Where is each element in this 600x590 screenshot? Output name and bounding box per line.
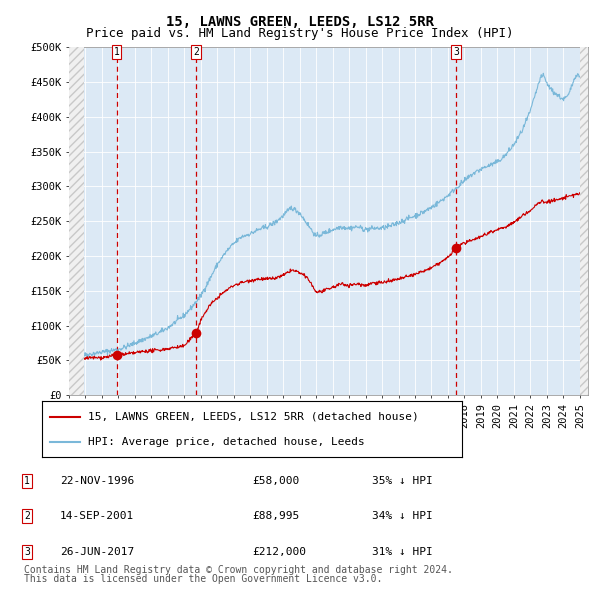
Text: £88,995: £88,995 <box>252 512 299 521</box>
Text: £58,000: £58,000 <box>252 476 299 486</box>
Text: 14-SEP-2001: 14-SEP-2001 <box>60 512 134 521</box>
Text: 15, LAWNS GREEN, LEEDS, LS12 5RR (detached house): 15, LAWNS GREEN, LEEDS, LS12 5RR (detach… <box>88 412 419 422</box>
Text: 1: 1 <box>24 476 30 486</box>
Text: 15, LAWNS GREEN, LEEDS, LS12 5RR: 15, LAWNS GREEN, LEEDS, LS12 5RR <box>166 15 434 29</box>
Text: HPI: Average price, detached house, Leeds: HPI: Average price, detached house, Leed… <box>88 437 365 447</box>
Text: 3: 3 <box>24 547 30 556</box>
Bar <box>580 47 588 395</box>
Text: 31% ↓ HPI: 31% ↓ HPI <box>372 547 433 556</box>
Text: 26-JUN-2017: 26-JUN-2017 <box>60 547 134 556</box>
Text: Price paid vs. HM Land Registry's House Price Index (HPI): Price paid vs. HM Land Registry's House … <box>86 27 514 40</box>
Text: 2: 2 <box>193 47 199 57</box>
Text: 22-NOV-1996: 22-NOV-1996 <box>60 476 134 486</box>
Bar <box>69 47 84 395</box>
Text: 35% ↓ HPI: 35% ↓ HPI <box>372 476 433 486</box>
Text: 2: 2 <box>24 512 30 521</box>
Text: 3: 3 <box>453 47 459 57</box>
Text: 1: 1 <box>114 47 120 57</box>
Text: Contains HM Land Registry data © Crown copyright and database right 2024.: Contains HM Land Registry data © Crown c… <box>24 565 453 575</box>
Text: 34% ↓ HPI: 34% ↓ HPI <box>372 512 433 521</box>
Text: This data is licensed under the Open Government Licence v3.0.: This data is licensed under the Open Gov… <box>24 574 382 584</box>
Text: £212,000: £212,000 <box>252 547 306 556</box>
